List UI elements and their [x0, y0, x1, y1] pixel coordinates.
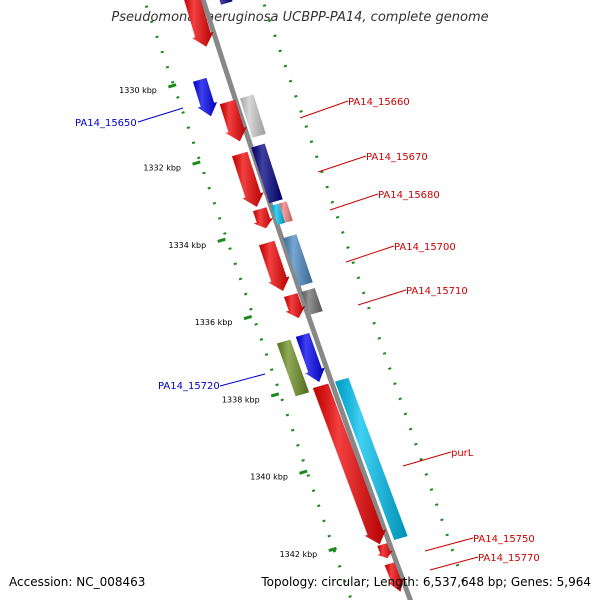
label-leader-line — [357, 289, 407, 306]
cds-pa14-15670-shading — [232, 151, 264, 207]
cog-purl-shading — [335, 377, 408, 540]
cog-pa14-15710-shading — [301, 288, 323, 315]
genome-stats-text: Topology: circular; Length: 6,537,648 bp… — [261, 575, 591, 589]
scale-tick-label: 1330 kbp — [119, 86, 157, 95]
cds-pa14-15650-shading — [193, 77, 217, 117]
gene-label: PA14_15680 — [378, 190, 440, 201]
cds-pa14-15720-shading — [295, 333, 325, 382]
scale-ticks: 1330 kbp 1332 kbp 1334 kbp 1336 kbp 1338 kbp… — [119, 83, 337, 559]
cog-pa14-15680-b-shading — [278, 201, 293, 223]
scale-tick-1332 — [192, 160, 201, 166]
label-leader-line — [299, 100, 349, 119]
scale-tick-1340 — [299, 469, 308, 475]
gene-label: PA14_15750 — [473, 534, 535, 545]
cds-pa14-15770-shading — [384, 562, 404, 592]
cds-pa14-15750-shading — [377, 543, 393, 559]
gene-label: PA14_15670 — [366, 152, 428, 163]
scale-tick-1334 — [217, 237, 226, 243]
label-leader-line — [317, 155, 367, 173]
label-leader-line — [137, 107, 184, 123]
gene-label: PA14_15650 — [75, 118, 137, 129]
scale-tick-1338 — [270, 392, 280, 398]
label-leader-line — [429, 556, 479, 571]
cds-top-navy-shading — [219, 0, 233, 5]
gene-labels: PA14_15650 PA14_15660 PA14_15670 PA14_15680… — [75, 97, 540, 571]
label-leader-line — [329, 193, 379, 211]
gene-features — [184, 0, 408, 592]
cog-pa14-15680-a-shading — [271, 203, 286, 225]
gene-label: purL — [451, 448, 474, 459]
cog-pa14-15660-shading — [240, 94, 266, 138]
scale-tick-label: 1336 kbp — [195, 318, 233, 327]
gene-label: PA14_15770 — [478, 553, 540, 564]
cds-pa14-15680-shading — [253, 207, 274, 229]
cds-top-red-shading — [184, 0, 214, 47]
label-leader-line — [424, 537, 474, 552]
gene-label: PA14_15720 — [158, 381, 220, 392]
cog-pa14-15670-shading — [251, 143, 283, 204]
gene-label: PA14_15710 — [406, 286, 468, 297]
cds-pa14-15700-shading — [259, 240, 290, 291]
gene-label: PA14_15700 — [394, 242, 456, 253]
label-leader-line — [402, 451, 452, 467]
scale-tick-label: 1334 kbp — [168, 241, 206, 250]
scale-tick-label: 1338 kbp — [222, 395, 260, 404]
label-leader-line — [345, 245, 395, 263]
backbone-line — [200, 0, 414, 600]
scale-tick-1342 — [328, 546, 337, 552]
reverse-dotted-track — [144, 5, 353, 600]
cog-pa14-15720-shading — [276, 339, 310, 397]
cog-pa14-15700-shading — [283, 234, 313, 287]
genome-backbone — [200, 0, 414, 600]
scale-tick-label: 1342 kbp — [280, 550, 318, 559]
scale-tick-1336 — [243, 315, 253, 321]
scale-tick-label: 1332 kbp — [143, 164, 181, 173]
scale-tick-label: 1340 kbp — [250, 473, 288, 482]
gene-label: PA14_15660 — [348, 97, 410, 108]
cds-pa14-15660-shading — [219, 99, 247, 142]
cds-purl-shading — [312, 383, 386, 545]
scale-tick-1330 — [167, 83, 177, 89]
label-leader-line — [219, 373, 266, 387]
cds-pa14-15710-shading — [284, 293, 306, 319]
accession-text: Accession: NC_008463 — [9, 575, 146, 589]
